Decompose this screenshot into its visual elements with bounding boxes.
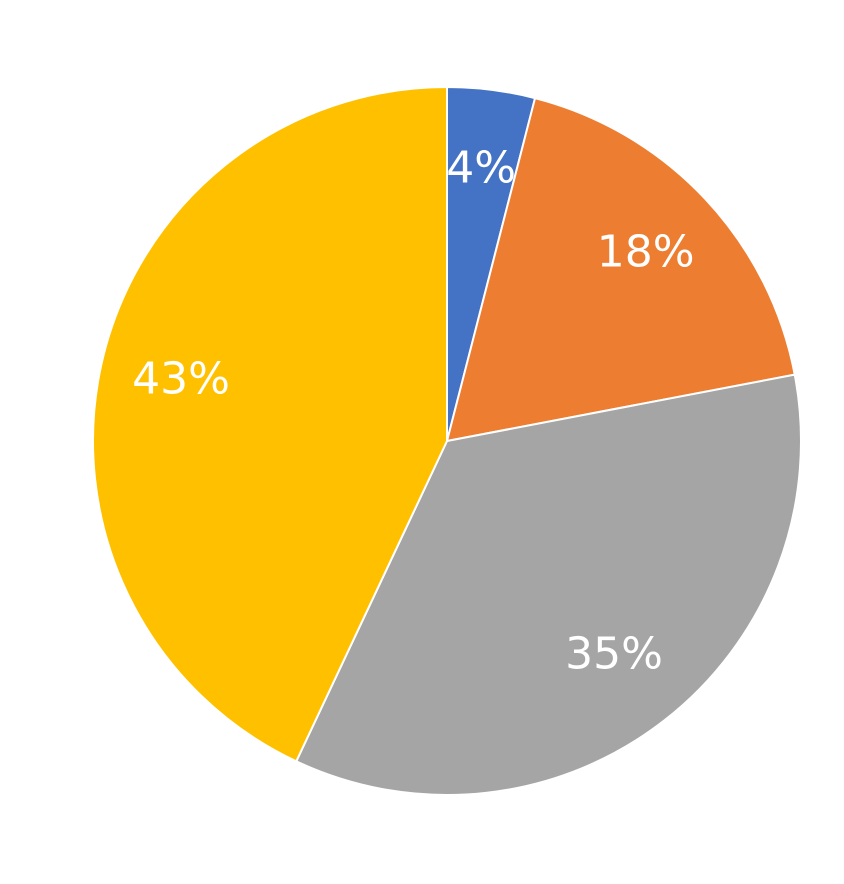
data-label: 43% [132, 354, 230, 405]
pie-slice [294, 373, 802, 797]
pie-slice [445, 96, 796, 443]
pie-slice [92, 85, 448, 763]
data-label: 4% [446, 143, 516, 194]
data-label: 18% [597, 226, 695, 277]
data-label: 35% [565, 628, 663, 679]
